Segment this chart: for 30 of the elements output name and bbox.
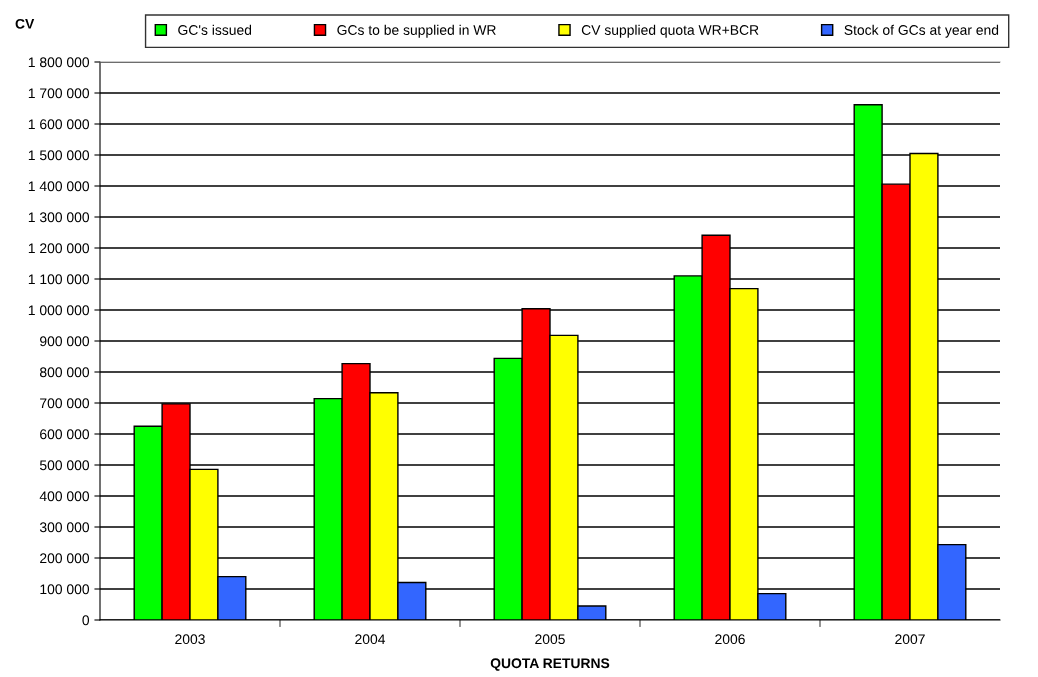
x-tick-label: 2004: [355, 634, 386, 645]
y-tick-label: 100 000: [40, 584, 90, 595]
y-tick-label: 1 500 000: [28, 150, 90, 161]
y-tick-label: 1 700 000: [28, 88, 90, 99]
y-tick-label: 200 000: [40, 553, 90, 564]
y-tick-label: 1 800 000: [28, 57, 90, 68]
legend-label: CV supplied quota WR+BCR: [581, 24, 759, 38]
x-tick-label: 2005: [535, 634, 565, 645]
x-tick-label: 2007: [895, 634, 925, 645]
y-axis-title: CV: [15, 18, 35, 29]
x-tick-label: 2006: [715, 634, 745, 645]
legend-label: GC's issued: [178, 24, 252, 35]
y-tick-label: 900 000: [40, 336, 90, 347]
y-tick-label: 800 000: [39, 367, 90, 378]
y-tick-label: 0: [82, 615, 90, 626]
y-tick-label: 1 100 000: [28, 274, 90, 285]
legend-label: GCs to be supplied in WR: [337, 24, 496, 38]
y-tick-label: 1 400 000: [28, 181, 90, 192]
legend-label: Stock of GCs at year end: [844, 24, 999, 38]
y-tick-label: 1 300 000: [28, 212, 90, 223]
y-tick-label: 400 000: [39, 491, 90, 502]
y-tick-label: 700 000: [40, 398, 90, 409]
y-tick-label: 500 000: [39, 460, 90, 471]
x-axis-title: QUOTA RETURNS: [490, 658, 610, 671]
y-tick-label: 1 000 000: [28, 305, 90, 316]
y-tick-label: 600 000: [40, 429, 90, 440]
y-tick-label: 300 000: [39, 522, 90, 533]
y-tick-label: 1 600 000: [28, 119, 90, 130]
y-tick-label: 1 200 000: [28, 243, 90, 254]
x-tick-label: 2003: [175, 634, 205, 645]
